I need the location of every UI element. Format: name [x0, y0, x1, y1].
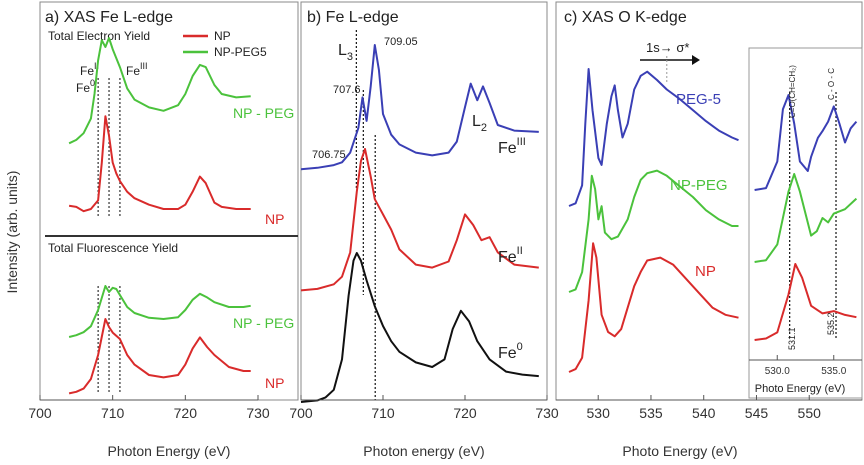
- inset-x-tick-label: 530.0: [765, 366, 790, 377]
- l2-label: L2: [472, 113, 487, 134]
- series-line-np-tey: [68, 115, 251, 213]
- panel-c-x-ticks: 530 535 540 545 550: [556, 395, 862, 421]
- inset-x-tick-label: 535.0: [821, 366, 846, 377]
- series-line-peg-5: [568, 68, 739, 207]
- tey-section-label: Total Electron Yield: [48, 29, 150, 43]
- panel-b-title: b) Fe L-edge: [307, 9, 399, 26]
- panel-c: c) XAS O K-edge 1s→ σ* PEG-5 NP-PEG NP C…: [555, 1, 863, 459]
- inset-marker-535-2: 535.2: [826, 312, 836, 335]
- series-line-np-tfy: [68, 318, 251, 395]
- inset-series-line-np: [754, 263, 857, 341]
- panel-b-x-axis-label: Photon energy (eV): [363, 443, 484, 459]
- panel-a: a) XAS Fe L-edge Total Electron Yield To…: [28, 1, 299, 459]
- panel-c-plot: [568, 56, 739, 373]
- fe3-label: FeIII: [498, 136, 526, 157]
- inset-annot-coc: C - O - C: [827, 68, 836, 100]
- legend: NP NP-PEG5: [183, 29, 267, 59]
- fe2-label: FeII: [498, 245, 523, 266]
- series-line-np-peg5-tfy: [68, 285, 251, 338]
- transition-arrow-head: [692, 55, 700, 65]
- panel-b-plot: [300, 30, 539, 403]
- panel-b-x-tick-label: 720: [453, 405, 477, 421]
- fe3-marker: FeIII: [126, 61, 148, 78]
- np-peg-label: NP-PEG: [670, 177, 728, 194]
- series-line-np-peg: [568, 169, 739, 293]
- panel-c-x-tick-label: 540: [692, 405, 716, 421]
- series-line-fe-0: [300, 252, 539, 403]
- series-line-np-peg5-tey: [68, 37, 251, 145]
- inset-x-axis-label: Photo Energy (eV): [755, 383, 846, 395]
- tey-green-label: NP - PEG: [233, 105, 294, 121]
- series-line-fe-iii: [300, 44, 539, 171]
- fe0-label: Fe0: [498, 341, 523, 362]
- panel-a-x-tick-label: 710: [101, 405, 125, 421]
- panel-b-frame: [300, 1, 548, 401]
- tfy-green-label: NP - PEG: [233, 315, 294, 331]
- panel-c-x-tick-label: 545: [745, 405, 769, 421]
- peak-label-709-05: 709.05: [384, 36, 418, 48]
- peg5-label: PEG-5: [676, 91, 721, 108]
- inset-x-ticks: 530.0 535.0: [749, 355, 862, 377]
- panel-a-title: a) XAS Fe L-edge: [45, 9, 173, 26]
- tfy-red-label: NP: [265, 375, 284, 391]
- inset-series-line-peg-5: [754, 94, 858, 191]
- inset-marker-531-1: 531.1: [787, 327, 797, 350]
- l3-label: L3: [338, 42, 353, 63]
- panel-c-x-tick-label: 535: [639, 405, 663, 421]
- np-label: NP: [695, 263, 716, 280]
- panel-a-x-tick-label: 730: [246, 405, 270, 421]
- panel-c-title: c) XAS O K-edge: [564, 9, 687, 26]
- panel-a-frame: [39, 1, 299, 401]
- panel-b-x-tick-label: 710: [371, 405, 395, 421]
- inset-frame: [748, 47, 863, 399]
- tey-red-label: NP: [265, 211, 284, 227]
- peak-label-706-75: 706.75: [312, 149, 346, 161]
- inset-annot-co: C=O(CH=CH₂): [788, 65, 797, 118]
- panel-b: b) Fe L-edge L3 L2 706.75 707.6 709.05 F…: [289, 1, 559, 459]
- inset-series-line-np-peg: [754, 173, 858, 263]
- panel-a-x-ticks: 700 710 720 730: [28, 395, 270, 421]
- panel-b-x-ticks: 700 710 720 730: [289, 395, 559, 421]
- series-line-np: [568, 242, 739, 373]
- panel-a-x-tick-label: 700: [28, 405, 52, 421]
- series-line-fe-ii: [300, 148, 539, 292]
- tfy-section-label: Total Fluorescence Yield: [48, 241, 178, 255]
- y-axis-label: Intensity (arb. units): [4, 171, 20, 294]
- legend-label-np: NP: [214, 29, 231, 43]
- panel-c-x-tick-label: 550: [798, 405, 822, 421]
- fe0-marker: Fe0: [76, 78, 95, 95]
- panel-c-x-axis-label: Photo Energy (eV): [622, 443, 737, 459]
- panel-b-x-tick-label: 700: [289, 405, 313, 421]
- panel-b-x-tick-label: 730: [535, 405, 559, 421]
- panel-c-x-tick-label: 530: [587, 405, 611, 421]
- transition-label: 1s→ σ*: [646, 40, 689, 55]
- inset: C=O(CH=CH₂) C - O - C 531.1 535.2 530.0 5…: [748, 47, 863, 399]
- panel-a-x-axis-label: Photon Energy (eV): [108, 443, 231, 459]
- panel-a-x-tick-label: 720: [174, 405, 198, 421]
- panel-a-plot: [68, 37, 251, 395]
- peak-label-707-6: 707.6: [333, 84, 361, 96]
- inset-plot: [754, 92, 858, 341]
- legend-label-np-peg5: NP-PEG5: [214, 45, 267, 59]
